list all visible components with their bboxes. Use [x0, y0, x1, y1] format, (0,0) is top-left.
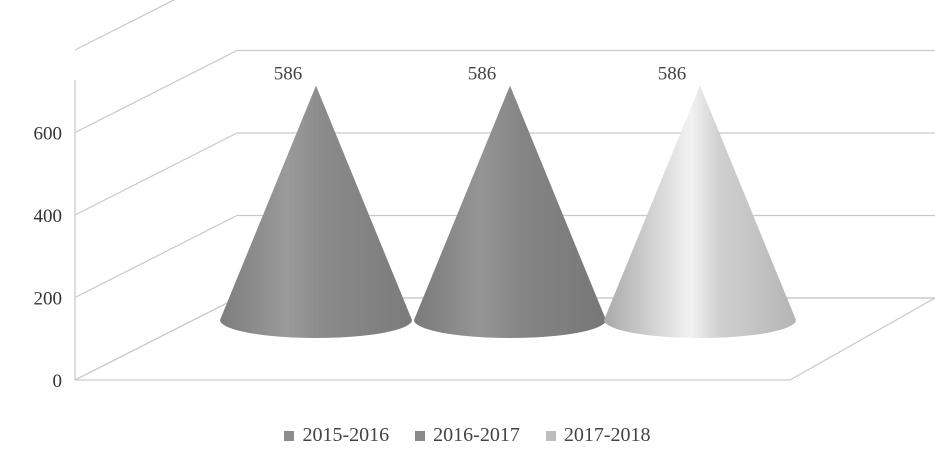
- gridline: [74, 132, 935, 216]
- legend-item: 2015-2016: [284, 424, 389, 447]
- legend-swatch: [545, 430, 556, 441]
- cone-2016-2017: [414, 85, 606, 338]
- data-label: 586: [658, 64, 687, 85]
- gridline: [74, 49, 935, 134]
- legend-swatch: [284, 430, 295, 441]
- y-tick-label: 0: [53, 371, 63, 392]
- legend-label: 2015-2016: [302, 424, 390, 446]
- chart-marks: [220, 85, 796, 338]
- gridline: [74, 0, 176, 51]
- cone-2015-2016: [220, 85, 412, 338]
- data-label: 586: [468, 64, 497, 85]
- y-tick-label: 600: [34, 124, 63, 145]
- legend-item: 2016-2017: [415, 424, 520, 447]
- chart-legend: 2015-2016 2016-2017 2017-2018: [0, 424, 935, 447]
- y-axis-ticks: 0 200 400 600: [34, 124, 63, 393]
- data-label: 586: [274, 64, 303, 85]
- y-tick-label: 400: [34, 206, 63, 227]
- legend-label: 2016-2017: [433, 424, 520, 446]
- data-labels: 586 586 586: [274, 64, 687, 85]
- legend-item: 2017-2018: [545, 424, 651, 447]
- legend-label: 2017-2018: [563, 424, 651, 446]
- cone-2017-2018: [604, 85, 796, 338]
- legend-swatch: [415, 430, 426, 441]
- y-tick-label: 200: [34, 289, 63, 310]
